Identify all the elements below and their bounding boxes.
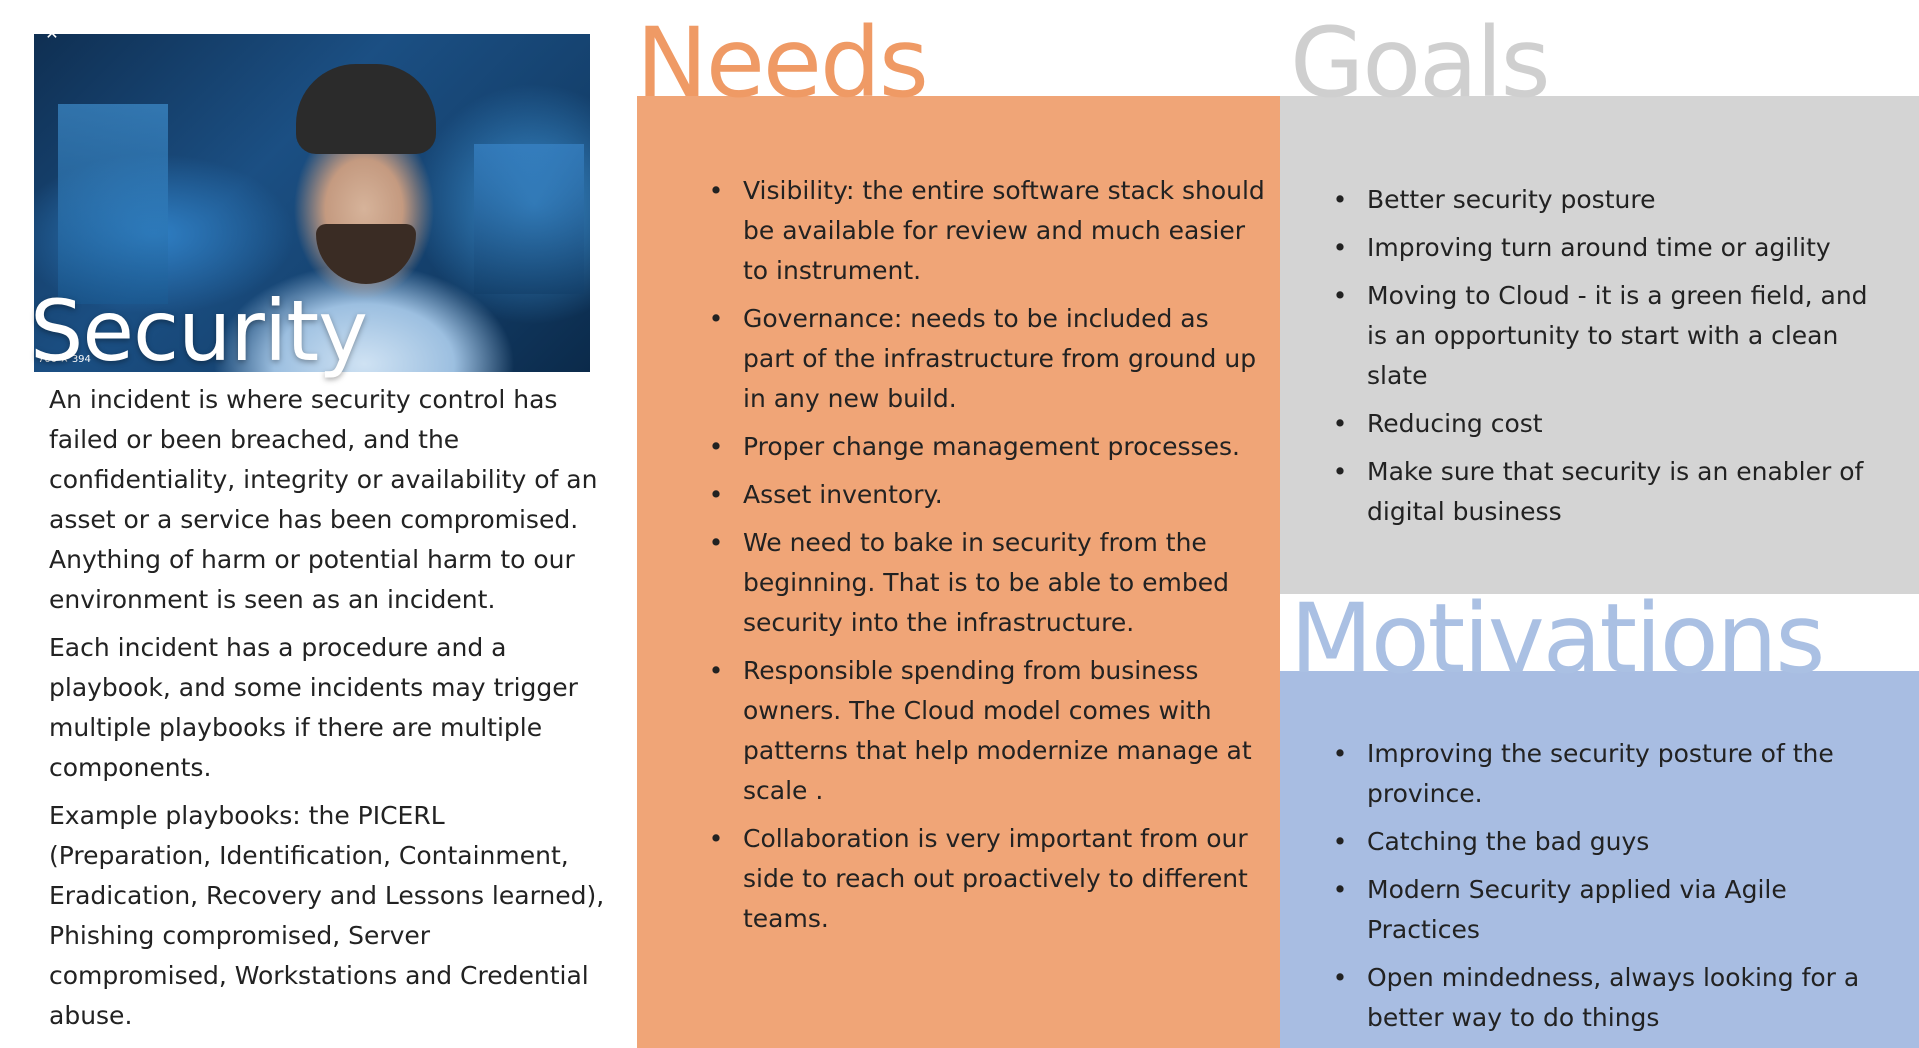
list-item-text: Moving to Cloud - it is a green field, a… xyxy=(1367,281,1868,390)
motivations-panel xyxy=(1280,671,1919,1048)
list-item-text: Proper change management processes. xyxy=(743,432,1240,461)
person-shape xyxy=(316,224,416,284)
bullet-icon: • xyxy=(708,528,724,557)
bullet-icon: • xyxy=(1332,875,1348,904)
bullet-icon: • xyxy=(708,176,724,205)
list-item-text: Governance: needs to be included as part… xyxy=(743,304,1257,413)
list-item: • Make sure that security is an enabler o… xyxy=(1311,452,1871,532)
bullet-icon: • xyxy=(1332,409,1348,438)
list-item-text: Improving the security posture of the pr… xyxy=(1367,739,1834,808)
list-item: • Proper change management processes. xyxy=(687,427,1267,467)
goals-panel xyxy=(1280,96,1919,594)
list-item-text: Make sure that security is an enabler of… xyxy=(1367,457,1864,526)
needs-list: • Visibility: the entire software stack s… xyxy=(687,171,1267,947)
list-item: • Catching the bad guys xyxy=(1311,822,1871,862)
bullet-icon: • xyxy=(708,432,724,461)
needs-panel xyxy=(637,96,1280,1048)
bullet-icon: • xyxy=(708,656,724,685)
list-item: • Collaboration is very important from ou… xyxy=(687,819,1267,939)
list-item: • Asset inventory. xyxy=(687,475,1267,515)
bullet-icon: • xyxy=(1332,457,1348,486)
bullet-icon: • xyxy=(1332,185,1348,214)
goals-list: • Better security posture • Improving turn… xyxy=(1311,180,1871,540)
list-item-text: Collaboration is very important from our… xyxy=(743,824,1248,933)
list-item-text: Modern Security applied via Agile Practi… xyxy=(1367,875,1787,944)
security-description: An incident is where security control ha… xyxy=(49,380,609,1044)
person-shape xyxy=(296,64,436,154)
bullet-icon: • xyxy=(1332,827,1348,856)
needs-title: Needs xyxy=(636,7,929,119)
bullet-icon: • xyxy=(708,480,724,509)
list-item-text: Visibility: the entire software stack sh… xyxy=(743,176,1265,285)
list-item-text: Open mindedness, always looking for a be… xyxy=(1367,963,1860,1032)
list-item: • Responsible spending from business owne… xyxy=(687,651,1267,811)
bullet-icon: • xyxy=(1332,963,1348,992)
list-item-text: Asset inventory. xyxy=(743,480,943,509)
list-item: • Visibility: the entire software stack s… xyxy=(687,171,1267,291)
list-item: • Governance: needs to be included as par… xyxy=(687,299,1267,419)
security-photo xyxy=(34,34,590,372)
list-item: • Reducing cost xyxy=(1311,404,1871,444)
image-size-caption: 700 × 394 xyxy=(38,354,91,365)
list-item: • We need to bake in security from the be… xyxy=(687,523,1267,643)
close-icon[interactable]: ✕ xyxy=(45,24,59,43)
bullet-icon: • xyxy=(1332,281,1348,310)
list-item-text: Better security posture xyxy=(1367,185,1656,214)
monitor-shape xyxy=(58,104,168,304)
list-item: • Improving turn around time or agility xyxy=(1311,228,1871,268)
goals-title: Goals xyxy=(1290,7,1551,119)
list-item-text: Responsible spending from business owner… xyxy=(743,656,1252,805)
motivations-title: Motivations xyxy=(1290,583,1825,695)
list-item-text: Reducing cost xyxy=(1367,409,1543,438)
security-title: Security xyxy=(30,282,368,380)
list-item: • Better security posture xyxy=(1311,180,1871,220)
bullet-icon: • xyxy=(708,824,724,853)
list-item-text: Improving turn around time or agility xyxy=(1367,233,1831,262)
description-paragraph: Example playbooks: the PICERL (Preparati… xyxy=(49,801,605,1030)
list-item-text: Catching the bad guys xyxy=(1367,827,1650,856)
list-item: • Moving to Cloud - it is a green field, … xyxy=(1311,276,1871,396)
list-item: • Modern Security applied via Agile Pract… xyxy=(1311,870,1871,950)
list-item: • Improving the security posture of the p… xyxy=(1311,734,1871,814)
bullet-icon: • xyxy=(708,304,724,333)
list-item-text: We need to bake in security from the beg… xyxy=(743,528,1230,637)
bullet-icon: • xyxy=(1332,739,1348,768)
monitor-shape xyxy=(474,144,584,294)
motivations-list: • Improving the security posture of the p… xyxy=(1311,734,1871,1046)
bullet-icon: • xyxy=(1332,233,1348,262)
description-paragraph: Each incident has a procedure and a play… xyxy=(49,633,578,782)
description-paragraph: An incident is where security control ha… xyxy=(49,385,598,614)
list-item: • Open mindedness, always looking for a b… xyxy=(1311,958,1871,1038)
